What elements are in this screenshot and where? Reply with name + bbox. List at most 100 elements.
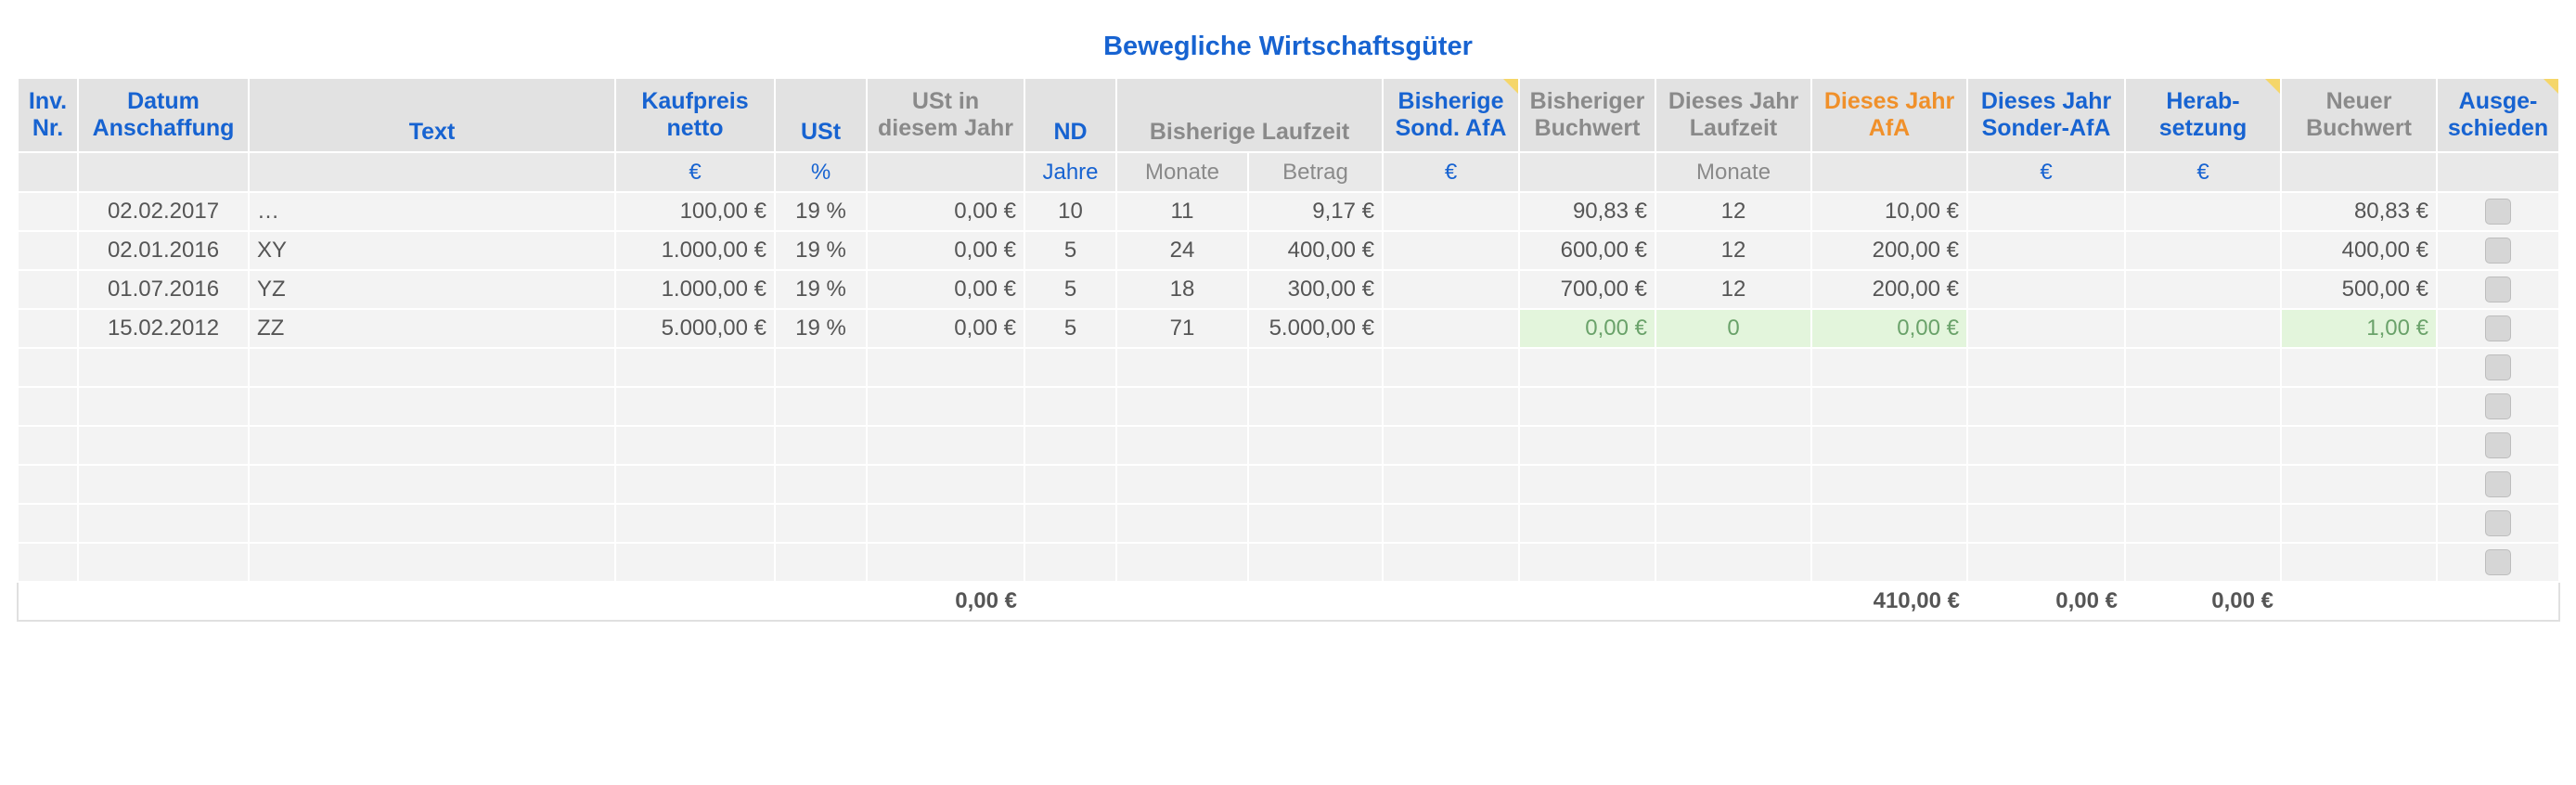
cell — [1966, 191, 2127, 232]
cell — [77, 503, 250, 544]
cell: YZ — [248, 269, 616, 310]
cell: 5.000,00 € — [1246, 308, 1385, 349]
cell — [1518, 542, 1657, 583]
cell: 0,00 € — [866, 191, 1025, 232]
cell — [774, 542, 868, 583]
total-cell: 0,00 € — [1967, 581, 2126, 622]
unit-cell: € — [614, 151, 776, 193]
cell — [1382, 269, 1521, 310]
cell — [1655, 425, 1813, 466]
total-cell — [1116, 581, 1248, 622]
cell — [1382, 347, 1521, 388]
checkbox[interactable] — [2485, 199, 2512, 225]
cell — [1382, 503, 1521, 544]
cell — [2124, 308, 2283, 349]
cell — [1966, 464, 2127, 505]
checkbox[interactable] — [2485, 471, 2512, 498]
cell — [1246, 464, 1385, 505]
cell — [1115, 503, 1249, 544]
cell — [866, 347, 1025, 388]
cell — [2124, 542, 2283, 583]
checkbox[interactable] — [2485, 549, 2512, 576]
cell — [614, 542, 776, 583]
cell — [774, 503, 868, 544]
cell: 71 — [1115, 308, 1249, 349]
checkbox[interactable] — [2485, 277, 2512, 303]
unit-cell: € — [2124, 151, 2283, 193]
column-header: Inv. Nr. — [17, 77, 79, 153]
checkbox[interactable] — [2485, 238, 2512, 264]
cell — [1246, 542, 1385, 583]
cell — [77, 464, 250, 505]
cell: 1.000,00 € — [614, 230, 776, 271]
cell: 01.07.2016 — [77, 269, 250, 310]
column-header: Bisherige Laufzeit — [1114, 77, 1385, 153]
cell — [1382, 542, 1521, 583]
cell: 10 — [1024, 191, 1117, 232]
cell: 200,00 € — [1810, 269, 1969, 310]
cell — [17, 503, 79, 544]
unit-cell: Monate — [1655, 151, 1813, 193]
total-cell — [2281, 581, 2438, 622]
asset-table: Inv. Nr. Datum Anschaffung Text Kaufpreis n… — [17, 77, 2561, 622]
unit-cell: € — [1966, 151, 2127, 193]
cell: 0 — [1655, 308, 1813, 349]
cell — [1518, 425, 1657, 466]
cell — [77, 386, 250, 427]
cell — [2436, 269, 2561, 310]
data-row: 15.02.2012 ZZ 5.000,00 €19 % 0,00 €5 71 5.000… — [17, 308, 2561, 349]
checkbox[interactable] — [2485, 432, 2512, 459]
cell — [2124, 230, 2283, 271]
cell: 02.01.2016 — [77, 230, 250, 271]
cell — [1655, 464, 1813, 505]
cell — [1655, 386, 1813, 427]
column-header: Dieses Jahr AfA — [1810, 77, 1969, 153]
cell — [17, 230, 79, 271]
cell — [17, 386, 79, 427]
column-header: Text — [248, 77, 616, 153]
cell: 19 % — [774, 230, 868, 271]
cell — [1655, 503, 1813, 544]
checkbox[interactable] — [2485, 354, 2512, 381]
cell — [1115, 425, 1249, 466]
unit-cell: € — [1382, 151, 1521, 193]
cell — [774, 386, 868, 427]
cell — [248, 347, 616, 388]
unit-cell — [1810, 151, 1969, 193]
cell: 700,00 € — [1518, 269, 1657, 310]
total-cell — [615, 581, 775, 622]
unit-cell — [17, 151, 79, 193]
total-cell — [1519, 581, 1656, 622]
cell: 0,00 € — [866, 230, 1025, 271]
checkbox[interactable] — [2485, 393, 2512, 420]
cell: 0,00 € — [866, 308, 1025, 349]
unit-row: €% Jahre Monate Betrag € Monate € € — [17, 151, 2561, 193]
cell — [17, 464, 79, 505]
cell — [77, 542, 250, 583]
cell — [1966, 230, 2127, 271]
cell — [1655, 347, 1813, 388]
cell — [866, 425, 1025, 466]
cell — [614, 347, 776, 388]
cell: 12 — [1655, 191, 1813, 232]
unit-cell — [866, 151, 1025, 193]
cell: 500,00 € — [2280, 269, 2439, 310]
checkbox[interactable] — [2485, 510, 2512, 537]
cell: 600,00 € — [1518, 230, 1657, 271]
cell: 400,00 € — [1246, 230, 1385, 271]
data-row — [17, 503, 2561, 544]
cell — [1246, 503, 1385, 544]
checkbox[interactable] — [2485, 315, 2512, 342]
cell — [2280, 542, 2439, 583]
total-cell — [2437, 581, 2561, 622]
cell — [1024, 425, 1117, 466]
cell — [1966, 269, 2127, 310]
data-row — [17, 347, 2561, 388]
cell — [1810, 503, 1969, 544]
data-row: 02.01.2016 XY 1.000,00 €19 % 0,00 €5 24 400,0… — [17, 230, 2561, 271]
cell: 5 — [1024, 269, 1117, 310]
unit-cell — [2436, 151, 2561, 193]
cell: 11 — [1115, 191, 1249, 232]
column-header: Neuer Buchwert — [2280, 77, 2439, 153]
